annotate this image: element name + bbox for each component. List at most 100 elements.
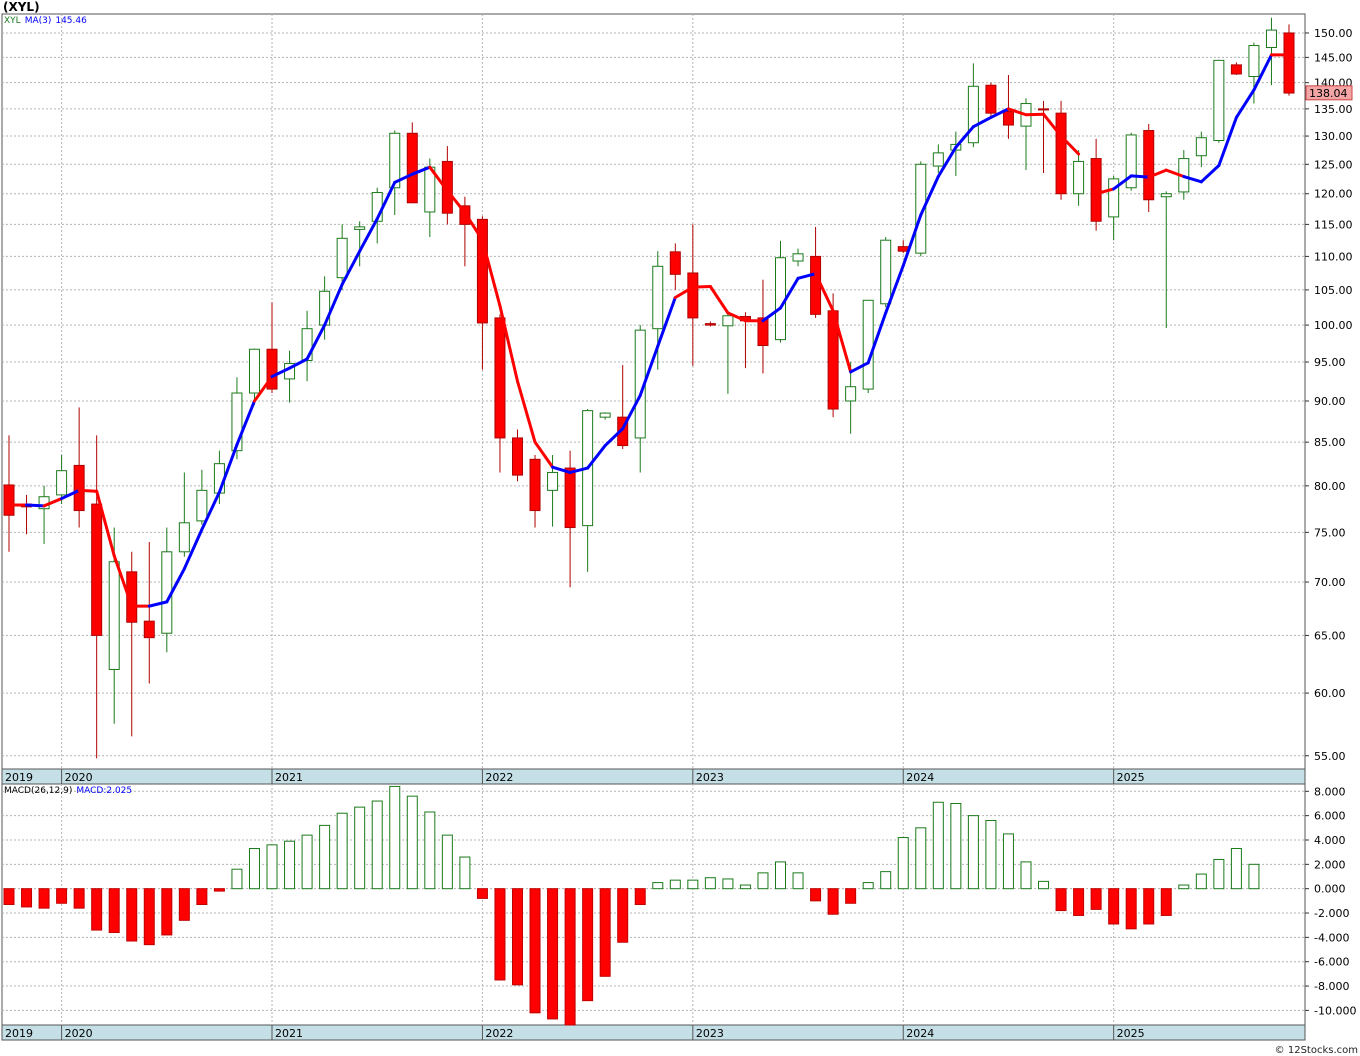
ma-segment [95, 489, 116, 558]
legend-symbol: XYL [4, 16, 21, 26]
macd-bar [1038, 880, 1050, 890]
macd-bar [213, 888, 225, 892]
macd-bar [967, 815, 979, 890]
candle [967, 63, 979, 148]
candle [1125, 132, 1137, 191]
price-tick-label: 95.00 [1314, 356, 1346, 369]
ma-segment [971, 115, 993, 129]
price-tick-label: 115.00 [1314, 218, 1353, 231]
candle-body [1073, 160, 1085, 195]
ma-segment [708, 285, 730, 315]
ma-segment [515, 379, 537, 444]
ma-segment [586, 444, 607, 470]
price-tick-label: 110.00 [1314, 250, 1353, 263]
candle [915, 161, 927, 257]
candle-body [1230, 64, 1242, 75]
ma-segment [1094, 187, 1116, 196]
macd-bar [1195, 873, 1207, 890]
candle-body [231, 392, 243, 452]
macd-bar [722, 878, 734, 890]
ma-segment [866, 311, 888, 365]
price-tick-label: 135.00 [1314, 103, 1353, 116]
macd-bar [792, 872, 804, 890]
candle-body [1248, 45, 1260, 78]
candle-body [494, 317, 506, 439]
ma-segment [358, 217, 379, 253]
macd-bar [196, 888, 208, 905]
ma-segment [673, 285, 695, 300]
macd-bar [1230, 848, 1242, 890]
price-tick-label: 75.00 [1314, 526, 1346, 539]
candle [1265, 17, 1277, 86]
candle [248, 348, 260, 405]
macd-tick-label: -10.000 [1314, 1004, 1356, 1017]
price-panel-frame [1, 13, 1306, 770]
legend-ma-value: 145.46 [55, 16, 87, 26]
ma-segment [1252, 53, 1273, 92]
candle-body [967, 85, 979, 144]
macd-bar [406, 795, 418, 890]
candle [91, 435, 103, 759]
candle-body [1125, 134, 1137, 189]
macd-bar [73, 888, 85, 909]
ma-segment [445, 189, 467, 215]
macd-bar [1020, 861, 1032, 890]
chart-title: (XYL) [3, 0, 40, 14]
candle [56, 454, 68, 505]
macd-tick-label: -6.000 [1314, 956, 1349, 969]
candle-body [810, 255, 822, 315]
year-label: 2021 [275, 1027, 303, 1040]
candle-body [915, 163, 927, 254]
candle-body [722, 315, 734, 327]
last-price-label: 138.04 [1309, 87, 1348, 100]
candle [1055, 100, 1067, 200]
year-label: 2021 [275, 771, 303, 784]
candle [792, 248, 804, 267]
candle [845, 362, 857, 434]
macd-panel-frame [1, 783, 1306, 1026]
macd-bar [3, 888, 15, 905]
price-tick-label: 130.00 [1314, 130, 1353, 143]
macd-bar [529, 888, 541, 1014]
macd-bar [950, 802, 962, 890]
ma-segment [621, 393, 642, 431]
candle [1002, 74, 1014, 139]
macd-bar [161, 888, 173, 936]
macd-bar [1055, 888, 1067, 912]
macd-bar [599, 888, 611, 977]
candle-body [564, 467, 576, 529]
macd-bar [143, 888, 155, 946]
ma-segment [165, 567, 186, 604]
date-band-bottom [1, 1024, 1306, 1041]
macd-bar [371, 800, 383, 890]
ma-segment [884, 264, 905, 315]
candle [73, 407, 85, 528]
candle-body [792, 253, 804, 262]
ma-segment [42, 497, 64, 508]
ma-segment [656, 296, 677, 348]
ma-segment [814, 272, 835, 313]
macd-bar [56, 888, 68, 904]
macd-bar [845, 888, 857, 904]
price-tick-label: 100.00 [1314, 319, 1353, 332]
ma-segment [235, 399, 256, 447]
macd-bar [108, 888, 120, 933]
macd-bar [687, 879, 699, 890]
date-band-top [1, 768, 1306, 785]
candle-body [529, 458, 541, 512]
candle-body [406, 132, 418, 204]
ma-segment [428, 165, 449, 193]
price-tick-label: 150.00 [1314, 27, 1353, 40]
ma-segment [1199, 163, 1221, 184]
candle [529, 454, 541, 528]
ma-segment [25, 503, 46, 508]
candle-body [617, 416, 629, 447]
candle [599, 412, 611, 420]
candle-body [56, 470, 68, 496]
ma-segment [936, 145, 958, 179]
macd-tick-label: 4.000 [1314, 834, 1346, 847]
candle [1143, 123, 1155, 212]
ma-segment [182, 527, 204, 571]
ma-segment [1059, 134, 1081, 156]
